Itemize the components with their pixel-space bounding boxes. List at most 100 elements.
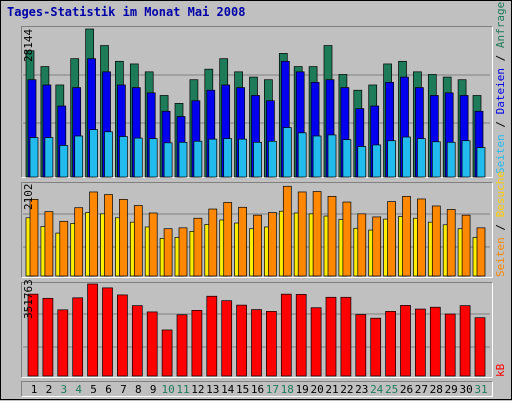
bar-seiten <box>29 137 39 178</box>
bar-kb <box>266 311 277 377</box>
bar-seiten-mid <box>431 205 441 277</box>
bar-seiten-mid <box>387 201 396 277</box>
bar-kb <box>355 314 367 377</box>
bar-seiten <box>342 139 352 178</box>
bar-seiten <box>74 135 84 178</box>
bar-seiten <box>193 140 203 178</box>
x-axis-frame <box>21 381 493 397</box>
x-tick-label: 16 <box>251 383 264 396</box>
bar-seiten-mid <box>372 216 382 277</box>
bar-seiten-mid <box>417 198 426 277</box>
bar-kb <box>295 294 307 377</box>
bar-seiten-mid <box>402 195 411 277</box>
bar-kb <box>146 311 158 377</box>
bar-seiten <box>461 140 471 178</box>
x-tick-label: 25 <box>385 383 398 396</box>
legend-sep-2: / <box>494 48 507 68</box>
bar-seiten-mid <box>312 191 322 277</box>
bar-seiten <box>417 138 426 178</box>
bar-seiten-mid <box>476 227 486 277</box>
x-tick-label: 3 <box>60 383 67 396</box>
bar-kb <box>42 297 54 377</box>
bar-seiten <box>476 147 486 178</box>
bar-seiten <box>89 129 98 178</box>
bar-seiten <box>163 142 173 178</box>
x-tick-label: 24 <box>370 383 384 396</box>
bar-kb <box>400 305 411 377</box>
bar-kb <box>161 329 173 377</box>
bar-kb <box>385 311 396 377</box>
x-tick-label: 1 <box>31 383 38 396</box>
bar-seiten-mid <box>357 213 367 277</box>
x-tick-label: 22 <box>340 383 353 396</box>
bar-seiten <box>253 141 262 178</box>
bar-kb <box>236 304 247 377</box>
bar-kb <box>444 313 456 377</box>
bar-seiten-mid <box>238 206 247 277</box>
bar-seiten <box>268 140 277 178</box>
bar-seiten <box>431 141 441 178</box>
legend-sep-1: / <box>494 114 507 134</box>
bar-seiten <box>238 138 247 178</box>
x-tick-label: 23 <box>355 383 368 396</box>
bar-seiten <box>357 146 367 178</box>
bar-seiten <box>178 141 188 178</box>
bar-kb <box>251 309 262 377</box>
bar-seiten-mid <box>89 191 98 277</box>
x-tick-label: 12 <box>191 383 204 396</box>
bar-seiten-mid <box>208 208 218 277</box>
bar-kb <box>27 293 39 377</box>
bar-seiten <box>223 138 233 178</box>
bar-seiten-mid <box>148 212 158 277</box>
x-tick-label: 28 <box>430 383 443 396</box>
x-tick-label: 15 <box>236 383 249 396</box>
x-tick-label: 26 <box>400 383 413 396</box>
bar-kb <box>280 293 292 377</box>
bar-seiten-mid <box>193 217 203 277</box>
bar-seiten-mid <box>163 228 173 277</box>
bar-seiten <box>446 141 456 178</box>
bar-seiten <box>372 144 382 178</box>
bar-kb <box>102 287 113 377</box>
bar-kb <box>72 297 84 377</box>
x-tick-label: 20 <box>310 383 323 396</box>
legend-dateien: Dateien <box>494 68 507 114</box>
bars-kb <box>27 283 486 377</box>
bar-seiten <box>327 134 337 178</box>
bar-kb <box>131 305 143 377</box>
x-tick-label: 30 <box>459 383 472 396</box>
y-max-label-besuche: 2102 <box>22 184 35 211</box>
legend-seiten-top: Seiten <box>494 134 507 174</box>
bar-kb <box>57 309 69 377</box>
bar-seiten <box>133 137 143 178</box>
bar-kb <box>429 306 441 377</box>
x-tick-label: 13 <box>206 383 219 396</box>
legend-kb: kB <box>494 363 507 377</box>
bar-seiten-mid <box>342 201 352 277</box>
legend-besuche: Besuche <box>494 171 507 217</box>
bar-seiten <box>119 136 128 178</box>
x-tick-label: 14 <box>221 383 235 396</box>
bar-kb <box>206 295 218 377</box>
bar-kb <box>325 296 337 377</box>
bar-seiten <box>297 132 307 178</box>
bar-seiten <box>44 137 54 178</box>
y-max-label-kb: 351763 <box>22 279 35 319</box>
x-tick-label: 18 <box>281 383 294 396</box>
bar-seiten-mid <box>59 220 69 277</box>
bar-kb <box>474 317 486 377</box>
bar-seiten <box>402 136 411 178</box>
x-tick-label: 17 <box>266 383 279 396</box>
bar-seiten-mid <box>74 207 84 277</box>
bar-seiten-mid <box>223 202 233 277</box>
bars-besuche-seiten <box>25 185 486 277</box>
x-tick-label: 4 <box>75 383 82 396</box>
legend-seiten-mid: Seiten <box>494 237 507 277</box>
bar-seiten <box>312 135 322 178</box>
bar-kb <box>459 305 471 377</box>
bar-kb <box>340 296 352 377</box>
bar-seiten-mid <box>29 199 39 277</box>
x-tick-labels: 1 2 3 4 5 6 7 8 9 10 11 12 13 14 15 16 17 18 19 20 21 22 23 24 2… <box>31 383 488 396</box>
